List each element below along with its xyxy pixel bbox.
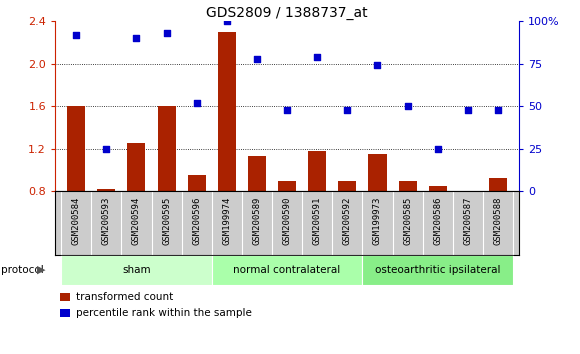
Text: protocol: protocol <box>1 265 44 275</box>
Point <box>282 107 292 113</box>
Text: GSM200587: GSM200587 <box>463 196 472 245</box>
Bar <box>60 293 70 301</box>
Bar <box>338 181 356 276</box>
Title: GDS2809 / 1388737_at: GDS2809 / 1388737_at <box>206 6 368 20</box>
Text: normal contralateral: normal contralateral <box>234 265 340 275</box>
Bar <box>308 151 327 276</box>
Bar <box>158 106 176 276</box>
Text: sham: sham <box>122 265 151 275</box>
Bar <box>128 143 146 276</box>
Point <box>192 100 201 105</box>
Point <box>343 107 352 113</box>
Text: GSM200596: GSM200596 <box>192 196 201 245</box>
Text: GSM200593: GSM200593 <box>102 196 111 245</box>
Bar <box>218 32 236 276</box>
Bar <box>368 154 386 276</box>
Point <box>162 30 171 36</box>
Text: GSM200589: GSM200589 <box>252 196 262 245</box>
Point <box>71 32 81 38</box>
Bar <box>489 178 507 276</box>
Text: GSM200592: GSM200592 <box>343 196 352 245</box>
Point <box>252 56 262 62</box>
Text: GSM200595: GSM200595 <box>162 196 171 245</box>
Bar <box>278 181 296 276</box>
Bar <box>212 255 362 285</box>
Text: GSM199973: GSM199973 <box>373 196 382 245</box>
Bar <box>248 156 266 276</box>
Point <box>433 146 443 152</box>
Text: GSM200590: GSM200590 <box>282 196 292 245</box>
Point <box>102 146 111 152</box>
Text: osteoarthritic ipsilateral: osteoarthritic ipsilateral <box>375 265 501 275</box>
Point <box>463 107 473 113</box>
Point <box>373 63 382 68</box>
Point <box>403 103 412 109</box>
Text: GSM200594: GSM200594 <box>132 196 141 245</box>
Text: GSM200588: GSM200588 <box>494 196 502 245</box>
Bar <box>67 106 85 276</box>
Text: GSM200585: GSM200585 <box>403 196 412 245</box>
Bar <box>459 191 477 276</box>
Point <box>313 54 322 60</box>
Bar <box>61 255 212 285</box>
Text: GSM200591: GSM200591 <box>313 196 322 245</box>
Bar <box>188 175 206 276</box>
Text: percentile rank within the sample: percentile rank within the sample <box>76 308 252 318</box>
Text: GSM200584: GSM200584 <box>72 196 81 245</box>
Text: transformed count: transformed count <box>76 292 173 302</box>
Text: ▶: ▶ <box>37 265 46 275</box>
Text: GSM199974: GSM199974 <box>222 196 231 245</box>
Bar <box>398 181 416 276</box>
Text: GSM200586: GSM200586 <box>433 196 442 245</box>
Bar <box>60 309 70 317</box>
Point <box>222 18 231 24</box>
Bar <box>362 255 513 285</box>
Point <box>494 107 503 113</box>
Point <box>132 35 141 41</box>
Bar <box>97 189 115 276</box>
Bar <box>429 186 447 276</box>
